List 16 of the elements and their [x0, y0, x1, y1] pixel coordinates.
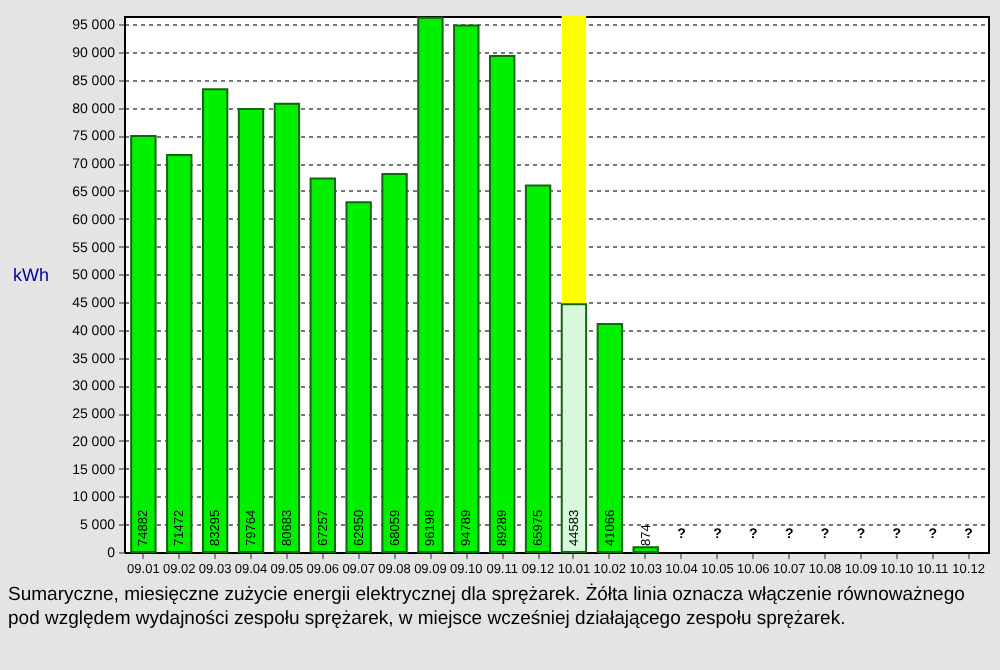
bar [201, 88, 229, 553]
y-axis-title: kWh [13, 265, 49, 285]
bar [488, 55, 516, 553]
bar [237, 107, 265, 553]
bar [130, 135, 157, 553]
bar [632, 546, 659, 553]
bar [166, 154, 193, 553]
bar [417, 16, 444, 553]
bar [309, 177, 336, 553]
bar [273, 102, 301, 553]
bar [453, 24, 480, 553]
bar [381, 172, 408, 553]
bar [345, 201, 372, 553]
text: Sumaryczne, miesięczne zużycie energii elektrycznej dla sprężarek. Żółta linia oznacza włączenie równoważnego pod względem wydajności zespołu sprężarek, w miejsce wcześniej działającego zespołu sprężarek. [6, 581, 967, 634]
bar [524, 184, 552, 553]
bar [596, 322, 624, 553]
